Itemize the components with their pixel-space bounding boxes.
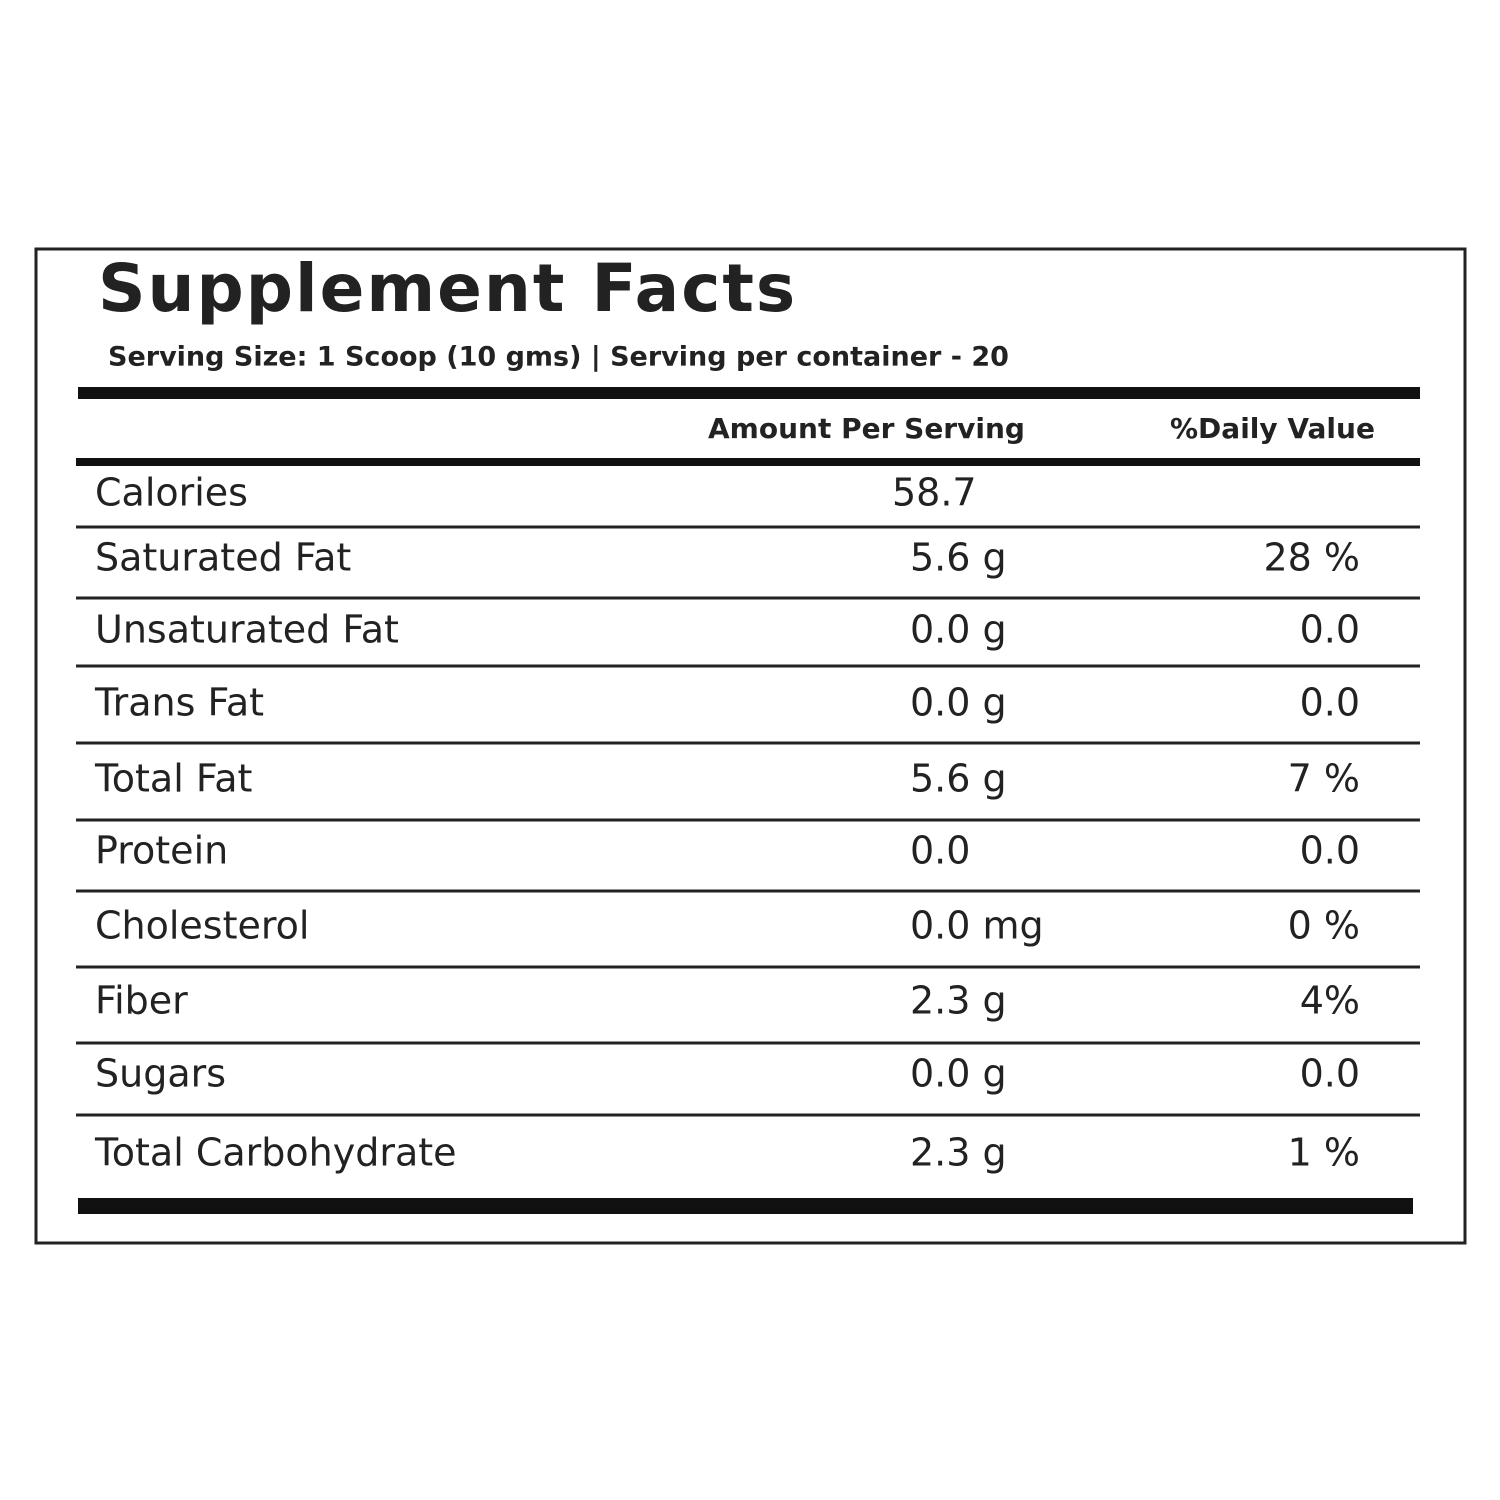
nutrient-name: Fiber xyxy=(95,979,188,1023)
amount: 0.0 mg xyxy=(910,904,1044,948)
nutrient-name: Saturated Fat xyxy=(95,536,351,580)
row-rule xyxy=(76,1113,1420,1117)
serving-info: Serving Size: 1 Scoop (10 gms) | Serving… xyxy=(108,342,1009,373)
column-header: %Daily Value xyxy=(1170,412,1375,445)
outer-border xyxy=(34,247,1467,1245)
amount: 58.7 xyxy=(892,471,977,515)
row-rule xyxy=(76,1041,1420,1045)
daily-value: 7 % xyxy=(1288,757,1360,801)
amount: 0.0 g xyxy=(910,1052,1007,1096)
amount: 0.0 g xyxy=(910,681,1007,725)
column-header: Amount Per Serving xyxy=(708,412,1025,445)
nutrient-name: Sugars xyxy=(95,1052,226,1096)
amount: 5.6 g xyxy=(910,536,1007,580)
nutrient-name: Trans Fat xyxy=(94,681,264,725)
daily-value: 0.0 xyxy=(1300,608,1360,652)
row-rule xyxy=(76,889,1420,893)
nutrient-name: Cholesterol xyxy=(95,904,309,948)
row-rule xyxy=(76,741,1420,745)
row-rule xyxy=(76,596,1420,600)
amount: 5.6 g xyxy=(910,757,1007,801)
title: Supplement Facts xyxy=(98,250,797,327)
nutrient-name: Total Fat xyxy=(94,757,252,801)
amount: 0.0 g xyxy=(910,608,1007,652)
row-rule xyxy=(76,965,1420,969)
daily-value: 28 % xyxy=(1263,536,1360,580)
row-rule xyxy=(76,818,1420,822)
thick-rule xyxy=(78,1198,1413,1214)
nutrient-name: Calories xyxy=(95,471,248,515)
row-rule xyxy=(76,664,1420,668)
daily-value: 0.0 xyxy=(1300,829,1360,873)
daily-value: 0.0 xyxy=(1300,681,1360,725)
daily-value: 0.0 xyxy=(1300,1052,1360,1096)
row-rule xyxy=(76,525,1420,529)
daily-value: 1 % xyxy=(1288,1131,1360,1175)
daily-value: 4% xyxy=(1300,979,1360,1023)
daily-value: 0 % xyxy=(1288,904,1360,948)
nutrient-name: Total Carbohydrate xyxy=(94,1131,457,1175)
amount: 0.0 xyxy=(910,829,970,873)
amount: 2.3 g xyxy=(910,1131,1007,1175)
thick-rule xyxy=(78,387,1420,399)
thick-rule xyxy=(76,458,1420,466)
amount: 2.3 g xyxy=(910,979,1007,1023)
nutrient-name: Protein xyxy=(95,829,228,873)
nutrient-name: Unsaturated Fat xyxy=(95,608,399,652)
